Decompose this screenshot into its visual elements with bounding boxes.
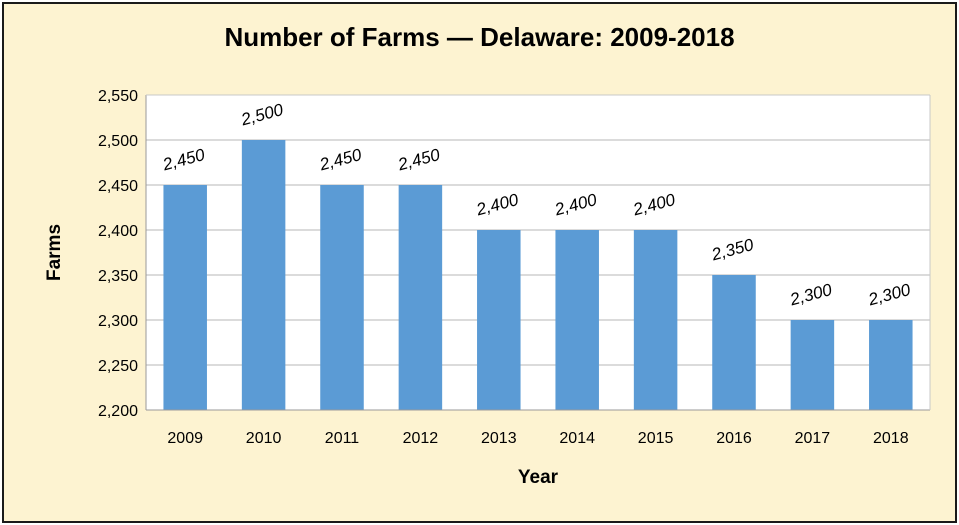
y-tick-label: 2,200 [98, 403, 138, 420]
chart-title: Number of Farms — Delaware: 2009-2018 [224, 22, 735, 52]
bar [633, 230, 678, 410]
bar [320, 185, 364, 410]
bar [241, 140, 286, 410]
y-tick-label: 2,550 [98, 88, 138, 105]
x-tick-label: 2010 [246, 430, 282, 447]
x-axis-title: Year [518, 467, 559, 488]
x-tick-label: 2018 [873, 430, 909, 447]
x-tick-label: 2016 [716, 430, 752, 447]
bar [712, 275, 756, 410]
axes [145, 94, 931, 411]
y-tick-label: 2,300 [98, 313, 138, 330]
y-axis-title: Farms [44, 224, 65, 281]
x-tick-label: 2012 [403, 430, 439, 447]
bar [869, 320, 913, 410]
x-tick-label: 2014 [559, 430, 595, 447]
bar [398, 185, 443, 410]
y-tick-label: 2,250 [98, 358, 138, 375]
x-tick-label: 2017 [795, 430, 831, 447]
y-tick-label: 2,450 [98, 178, 138, 195]
bar [163, 185, 207, 410]
x-tick-label: 2013 [481, 430, 517, 447]
x-tick-label: 2009 [167, 430, 203, 447]
bar [790, 320, 835, 410]
x-tick-label: 2011 [325, 430, 360, 447]
bar [555, 230, 599, 410]
y-tick-label: 2,500 [98, 133, 138, 150]
bar [477, 230, 521, 410]
x-tick-label: 2015 [638, 430, 674, 447]
x-tick-labels: 2009 2010 2011 2012 2013 2014 2015 2016 2017 2018 [167, 430, 908, 447]
bars [163, 140, 913, 410]
y-tick-label: 2,400 [98, 223, 138, 240]
y-tick-labels: 2,200 2,250 2,300 2,350 2,400 2,450 2,500 2,550 [98, 88, 138, 420]
y-tick-label: 2,350 [98, 268, 138, 285]
